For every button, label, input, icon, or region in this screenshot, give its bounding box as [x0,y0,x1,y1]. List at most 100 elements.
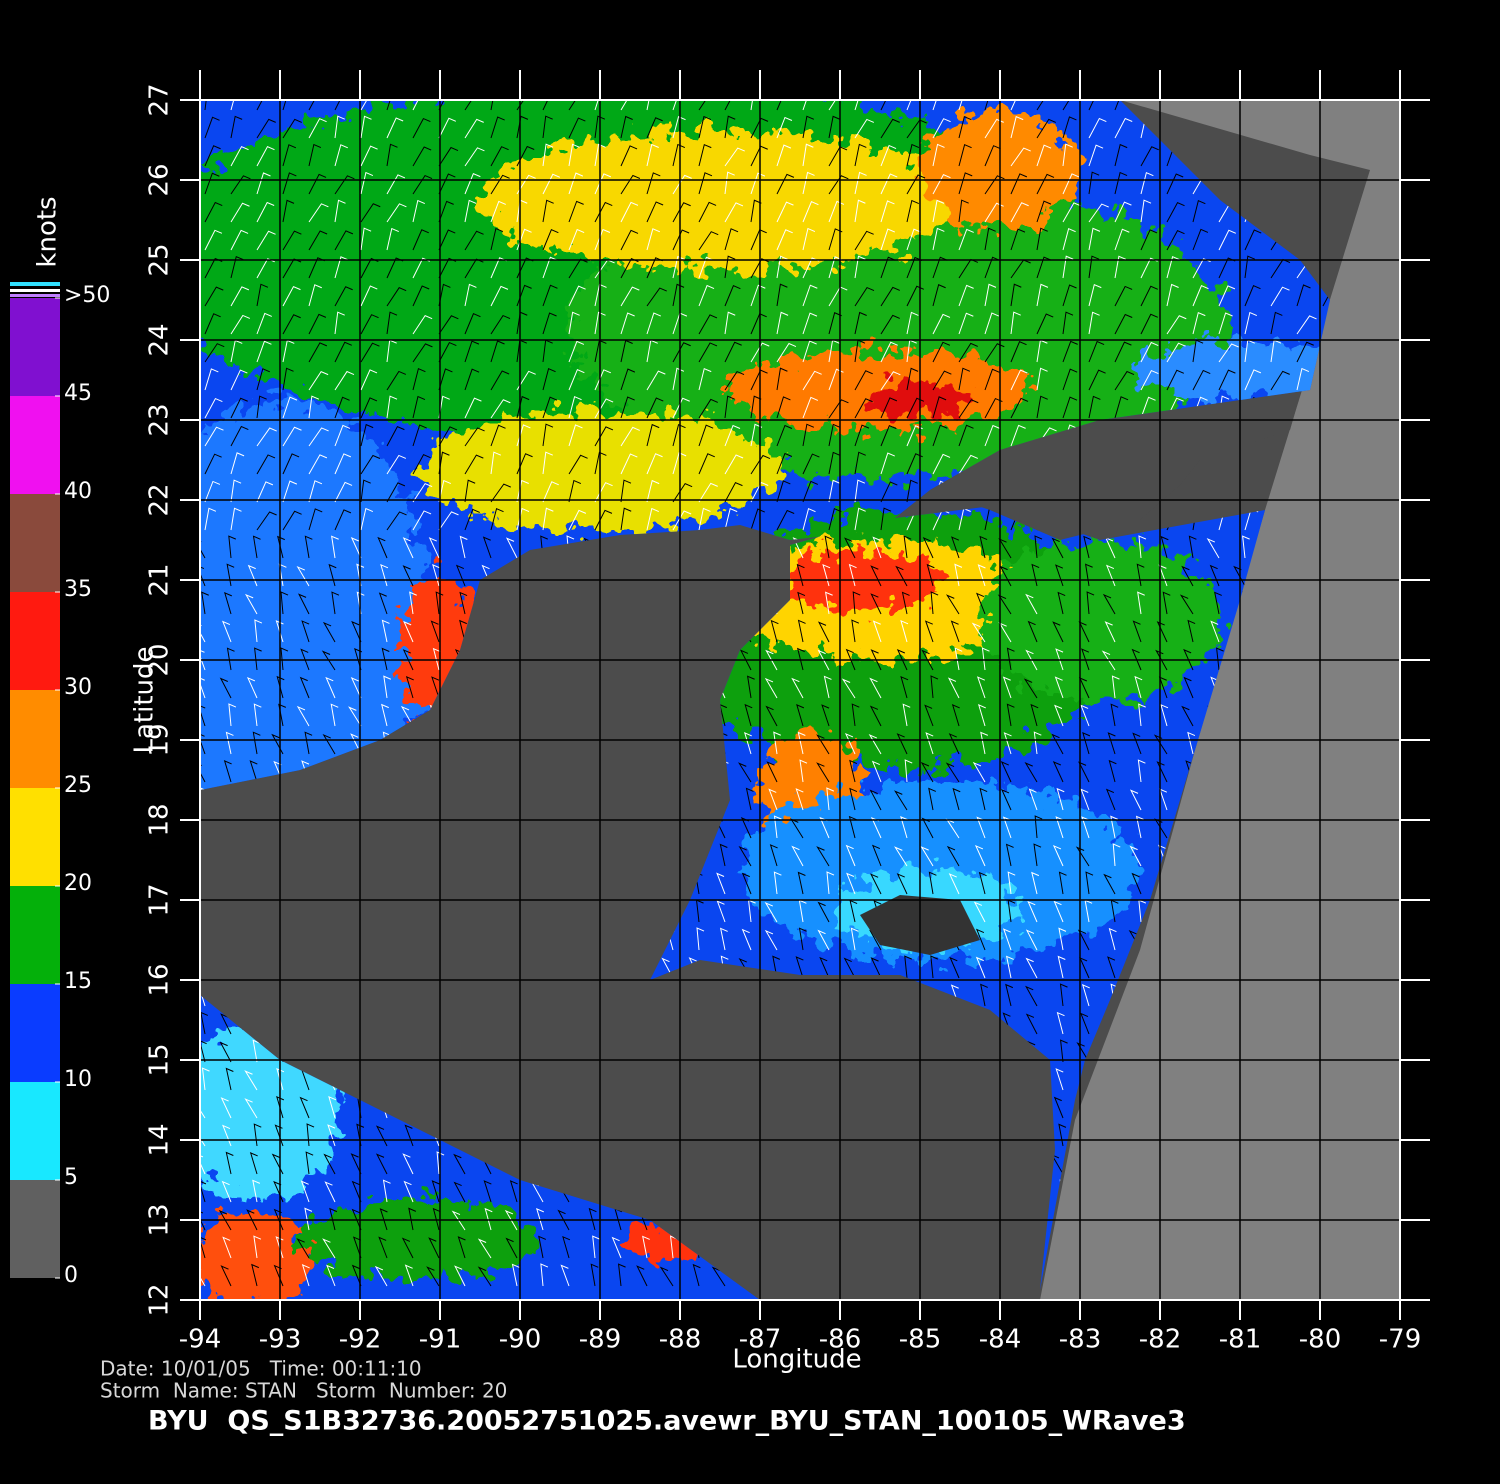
wind-barb [828,507,842,531]
wind-barb [308,508,323,531]
wind-barb [404,1264,414,1287]
wind-barb [412,424,427,447]
wind-barb [1166,315,1187,335]
wind-barb [672,116,686,139]
wind-barb [1138,703,1146,727]
wind-barb [958,312,974,335]
colorbar-cap [10,289,60,292]
wind-barb [516,100,537,111]
wind-barb [776,452,793,475]
wind-barb [1137,759,1146,783]
wind-barb [776,424,793,447]
wind-barb [381,647,390,671]
wind-barb [225,1151,234,1175]
wind-barb [976,676,986,699]
wind-barb [224,592,233,615]
wind-barb [221,1180,232,1203]
wind-barb [843,957,856,979]
wind-barb [383,675,392,699]
wind-barb [958,424,974,447]
wind-barb [1105,564,1116,587]
wind-barb [403,1180,414,1203]
wind-barb [568,228,585,251]
wind-barb [1062,228,1076,251]
wind-barb [490,174,510,195]
wind-barb [928,871,937,895]
wind-barb [791,845,804,867]
wind-barb [646,370,666,391]
wind-barb [659,1266,674,1287]
wind-barb [511,1263,520,1287]
x-tick-label: -82 [1139,1325,1181,1355]
wind-barb [230,229,249,251]
wind-barb [431,676,440,699]
colorbar-label: 45 [64,381,92,406]
wind-barb [299,1096,310,1119]
wind-barb [724,395,735,419]
wind-barb [1054,704,1064,727]
wind-barb [220,1265,232,1287]
wind-barb [906,199,920,223]
wind-barb [542,284,558,307]
wind-barb [412,483,433,503]
wind-barb [304,535,313,559]
colorbar-cap [10,282,60,286]
wind-barb [802,312,818,335]
y-tick-label: 21 [145,563,175,596]
colorbar-segment [10,886,60,984]
wind-barb [854,143,867,167]
x-tick-label: -80 [1299,1325,1341,1355]
wind-barb [1218,285,1236,307]
wind-barb [256,258,275,279]
wind-barb [374,1265,388,1287]
wind-barb [536,1208,544,1231]
wind-barb [568,479,582,503]
wind-barb [334,199,346,223]
wind-barb [256,201,275,223]
wind-barb [334,396,350,419]
wind-barb [977,704,986,727]
wind-barb [542,173,561,195]
wind-barb [1034,815,1043,839]
wind-barb [977,564,986,587]
wind-barb [646,143,659,167]
colorbar-label: 5 [64,1165,78,1190]
wind-barb [974,844,986,867]
wind-barb [490,200,506,223]
wind-barb [557,1209,570,1231]
wind-barb [1192,311,1206,335]
wind-barb [724,228,739,251]
wind-barb [360,397,378,419]
wind-barb [854,171,867,195]
wind-barb [1140,146,1159,167]
wind-barb [1057,955,1066,979]
wind-barb [568,172,584,195]
wind-barb [386,203,407,223]
wind-barb [849,787,858,811]
wind-barb [620,426,640,447]
wind-barb [1166,230,1185,251]
colorbar-segment [10,494,60,592]
wind-barb [256,368,270,391]
wind-barb [378,1236,388,1259]
wind-barb [932,313,951,335]
wind-barb [1296,341,1314,363]
wind-barb [854,230,874,251]
wind-barb [230,115,243,139]
wind-barb [200,1235,207,1259]
wind-barb [542,423,554,447]
wind-barb [822,563,831,587]
wind-barb [1166,173,1184,195]
wind-barb [698,201,717,223]
wind-barb [464,199,477,223]
wind-barb [350,733,362,755]
wind-barb [305,1151,314,1175]
colorbar-label: 20 [64,871,92,896]
wind-barb [490,399,511,419]
wind-barb [906,397,925,419]
y-tick-label: 17 [145,883,175,916]
wind-barb [661,957,674,979]
wind-barb [906,100,923,111]
wind-barb [1010,173,1028,195]
wind-barb [516,115,529,139]
